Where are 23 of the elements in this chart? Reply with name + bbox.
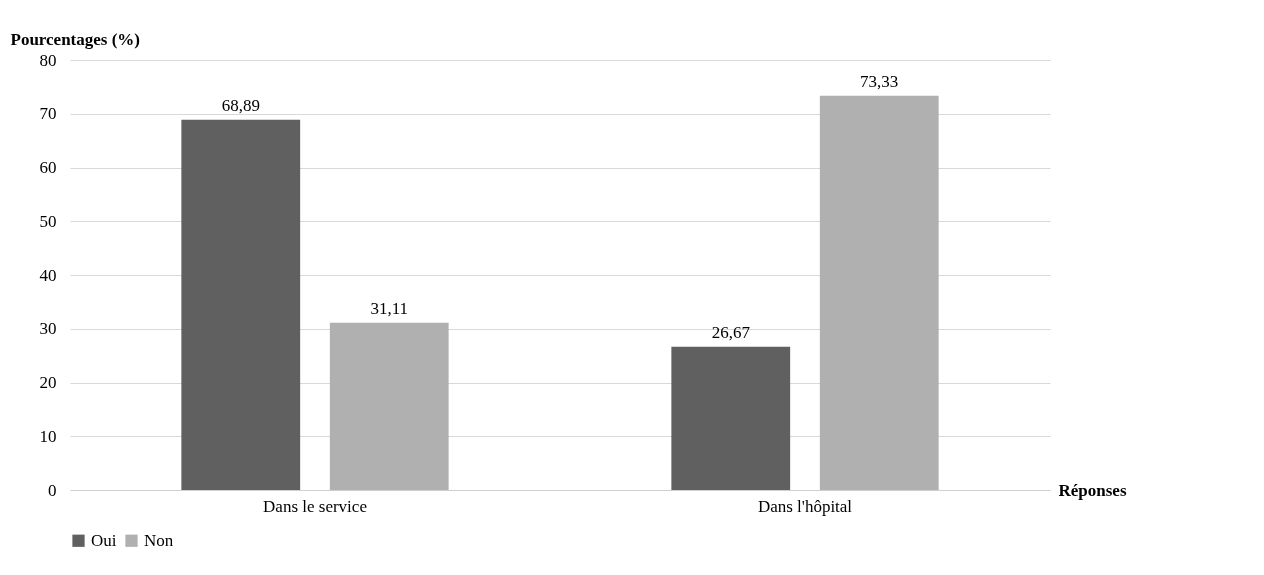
data-label: 26,67 [711, 322, 751, 342]
y-tick-label: 30 [39, 319, 57, 339]
y-tick-label: 80 [39, 50, 57, 70]
y-tick-label: 0 [48, 480, 57, 500]
data-label: 73,33 [860, 71, 899, 91]
x-axis-title: Réponses [1058, 480, 1127, 500]
bar [671, 346, 791, 490]
x-tick-label: Dans le service [263, 496, 367, 516]
y-tick-label: 70 [39, 104, 57, 124]
y-tick-label: 20 [39, 373, 57, 392]
y-tick-label: 10 [39, 426, 57, 446]
y-tick-label: 60 [39, 158, 57, 177]
legend-label: Non [144, 530, 174, 550]
data-label: 31,11 [370, 298, 409, 318]
y-axis-title: Pourcentages (%) [10, 29, 141, 49]
y-tick-label: 40 [39, 265, 57, 285]
bar [181, 119, 301, 490]
bar [819, 95, 939, 490]
bar [329, 322, 449, 490]
legend-label: Oui [91, 530, 117, 550]
data-label: 68,89 [221, 95, 260, 115]
x-tick-label: Dans l'hôpital [757, 496, 853, 516]
y-tick-label: 50 [39, 211, 57, 231]
